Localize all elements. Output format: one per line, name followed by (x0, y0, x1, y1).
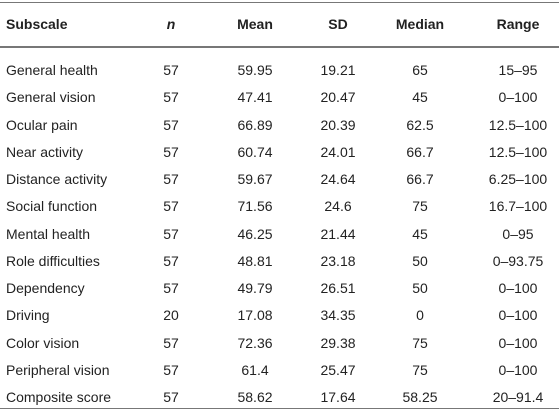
cell-value: 57 (163, 89, 179, 106)
cell-value: 60.74 (237, 143, 273, 160)
row-label: Distance activity (6, 171, 108, 187)
cell-value: 72.36 (237, 334, 273, 351)
bottom-rule (0, 408, 559, 409)
cell-value: 20–91.4 (492, 389, 544, 405)
cell-value: 16.7–100 (488, 198, 548, 215)
cell-value: 17.08 (237, 307, 273, 324)
cell-value: 48.81 (237, 252, 273, 269)
cell-value: 25.47 (320, 361, 356, 378)
row-label: Composite score (6, 389, 112, 405)
cell-value: 15–95 (498, 62, 538, 78)
row-label: Ocular pain (6, 116, 78, 133)
cell-value: 23.18 (320, 252, 356, 269)
top-rule (0, 2, 559, 3)
cell-value: 71.56 (237, 198, 273, 215)
cell-value: 57 (163, 252, 179, 269)
cell-value: 45 (412, 225, 428, 242)
cell-value: 0–93.75 (492, 252, 544, 269)
row-label: Role difficulties (6, 252, 100, 269)
cell-value: 66.89 (237, 116, 273, 133)
cell-value: 6.25–100 (488, 171, 548, 187)
cell-value: 57 (163, 334, 179, 351)
cell-value: 0–100 (498, 307, 538, 324)
cell-value: 0–100 (498, 280, 538, 296)
header-cell: Median (395, 16, 445, 32)
cell-value: 59.95 (237, 62, 273, 78)
cell-value: 57 (163, 171, 179, 187)
cell-value: 45 (412, 89, 428, 106)
cell-value: 46.25 (237, 225, 273, 242)
cell-value: 66.7 (406, 143, 434, 160)
cell-value: 20.47 (320, 89, 356, 106)
cell-value: 24.6 (324, 198, 352, 215)
cell-value: 59.67 (237, 171, 273, 187)
cell-value: 29.38 (320, 334, 356, 351)
cell-value: 57 (163, 280, 179, 296)
cell-value: 66.7 (406, 171, 434, 187)
cell-value: 19.21 (320, 62, 356, 78)
header-cell: SD (328, 16, 348, 32)
cell-value: 50 (412, 252, 428, 269)
cell-value: 75 (412, 198, 428, 215)
cell-value: 47.41 (237, 89, 273, 106)
cell-value: 34.35 (320, 307, 356, 324)
cell-value: 49.79 (237, 280, 273, 296)
row-label: General health (6, 62, 98, 78)
cell-value: 57 (163, 198, 179, 215)
cell-value: 57 (163, 389, 179, 405)
cell-value: 57 (163, 143, 179, 160)
cell-value: 0 (416, 307, 424, 324)
cell-value: 24.01 (320, 143, 356, 160)
row-label: General vision (6, 89, 96, 106)
row-label: Social function (6, 198, 98, 215)
cell-value: 0–100 (498, 334, 538, 351)
cell-value: 65 (412, 62, 428, 78)
header-rule (0, 46, 559, 48)
row-label: Mental health (6, 225, 91, 242)
header-cell: Mean (237, 16, 273, 32)
cell-value: 62.5 (406, 116, 434, 133)
cell-value: 20 (163, 307, 179, 324)
cell-value: 26.51 (320, 280, 356, 296)
cell-value: 0–100 (498, 361, 538, 378)
cell-value: 17.64 (320, 389, 356, 405)
cell-value: 57 (163, 62, 179, 78)
header-cell: Range (496, 16, 540, 32)
cell-value: 12.5–100 (488, 116, 548, 133)
cell-value: 57 (163, 116, 179, 133)
row-label: Peripheral vision (6, 361, 110, 378)
cell-value: 24.64 (320, 171, 356, 187)
cell-value: 20.39 (320, 116, 356, 133)
row-label: Dependency (6, 280, 85, 296)
header-cell: Subscale (6, 16, 68, 32)
row-label: Driving (6, 307, 50, 324)
cell-value: 58.25 (402, 389, 438, 405)
row-label: Color vision (6, 334, 80, 351)
cell-value: 57 (163, 225, 179, 242)
cell-value: 12.5–100 (488, 143, 548, 160)
cell-value: 0–100 (498, 89, 538, 106)
cell-value: 61.4 (241, 361, 269, 378)
cell-value: 75 (412, 361, 428, 378)
cell-value: 75 (412, 334, 428, 351)
cell-value: 57 (163, 361, 179, 378)
cell-value: 21.44 (320, 225, 356, 242)
cell-value: 50 (412, 280, 428, 296)
cell-value: 0–95 (502, 225, 534, 242)
header-cell: n (166, 16, 176, 32)
row-label: Near activity (6, 143, 84, 160)
cell-value: 58.62 (237, 389, 273, 405)
